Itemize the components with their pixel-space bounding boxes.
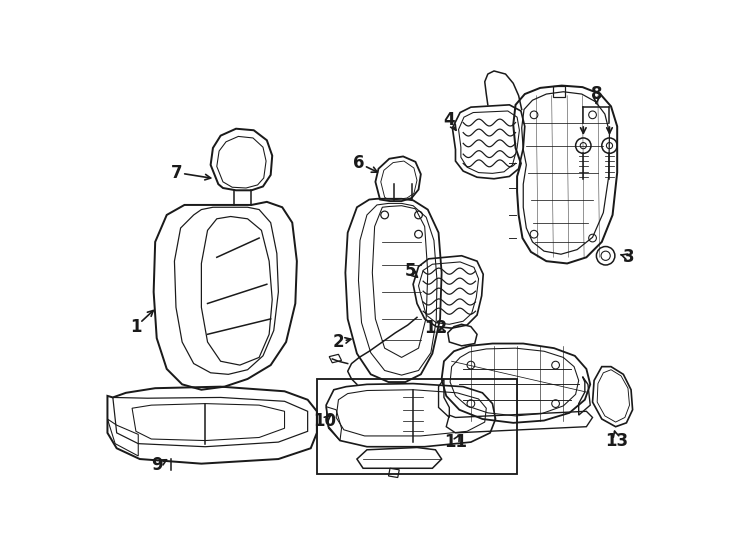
Text: 2: 2 [333, 333, 344, 351]
Text: 1: 1 [130, 318, 142, 335]
Text: 6: 6 [354, 154, 365, 172]
Text: 3: 3 [623, 248, 635, 266]
Text: 7: 7 [171, 164, 183, 181]
Text: 4: 4 [443, 111, 455, 129]
Text: 8: 8 [591, 85, 602, 103]
Text: 11: 11 [444, 433, 467, 451]
Text: 12: 12 [425, 319, 448, 337]
Text: 5: 5 [405, 262, 417, 280]
Text: 13: 13 [606, 431, 629, 450]
Text: 9: 9 [151, 456, 162, 474]
Text: 10: 10 [313, 411, 336, 429]
